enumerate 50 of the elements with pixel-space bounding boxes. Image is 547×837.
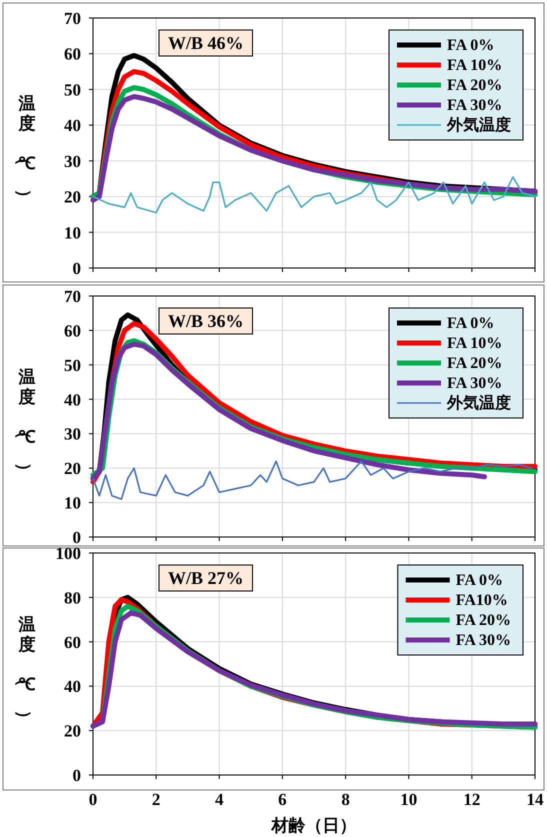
y-tick-label: 50 <box>64 80 81 100</box>
x-tick-label: 10 <box>400 790 418 809</box>
x-tick-label: 0 <box>88 790 98 809</box>
text: W/B 46% <box>168 33 244 53</box>
y-tick-label: 0 <box>72 766 81 785</box>
y-tick-label: 30 <box>64 152 81 171</box>
x-tick-label: 12 <box>463 790 480 809</box>
line-series <box>92 460 533 500</box>
legend-label: FA 20% <box>447 77 502 94</box>
legend-label: FA 10% <box>447 335 502 352</box>
x-tick-label: 6 <box>278 790 287 809</box>
legend-label: FA 0% <box>456 572 503 589</box>
y-tick-label: 20 <box>64 459 81 478</box>
y-tick-label: 30 <box>64 424 81 444</box>
legend-label: FA 0% <box>447 315 494 332</box>
y-tick-label: 80 <box>64 588 81 608</box>
legend-label: 外気温度 <box>446 393 511 412</box>
y-tick-label: 20 <box>64 722 81 741</box>
x-tick-label: 4 <box>215 790 224 809</box>
y-tick-label: 70 <box>64 287 81 306</box>
y-tick-label: 60 <box>64 44 81 64</box>
y-tick-label: 40 <box>64 390 81 410</box>
legend-label: FA 20% <box>447 355 502 372</box>
x-tick-label: 14 <box>526 790 544 809</box>
y-tick-label: 40 <box>64 116 81 136</box>
x-tick-label: 8 <box>341 790 350 809</box>
legend-label: FA 30% <box>456 632 511 649</box>
legend-label: FA 10% <box>447 57 502 74</box>
y-tick-label: 70 <box>64 9 81 28</box>
y-tick-label: 60 <box>64 632 81 652</box>
y-tick-label: 10 <box>64 494 81 513</box>
text: W/B 27% <box>168 568 244 588</box>
y-tick-label: 0 <box>72 528 81 547</box>
legend-label: 外気温度 <box>446 115 511 134</box>
y-tick-label: 20 <box>64 188 81 207</box>
y-tick-label: 50 <box>64 356 81 375</box>
legend-label: FA 20% <box>456 612 511 629</box>
legend-label: FA 0% <box>447 37 494 54</box>
text: W/B 36% <box>168 311 244 331</box>
x-tick-label: 2 <box>152 790 160 809</box>
legend-label: FA10% <box>456 592 508 609</box>
y-tick-label: 10 <box>64 223 81 242</box>
y-tick-label: 100 <box>56 544 81 563</box>
x-axis-title: 材齢（日） <box>270 816 356 835</box>
legend-label: FA 30% <box>447 375 502 392</box>
line-series <box>92 176 536 214</box>
y-tick-label: 40 <box>64 677 81 696</box>
y-tick-label: 0 <box>72 259 81 278</box>
legend-label: FA 30% <box>447 97 502 114</box>
y-tick-label: 60 <box>64 321 81 340</box>
